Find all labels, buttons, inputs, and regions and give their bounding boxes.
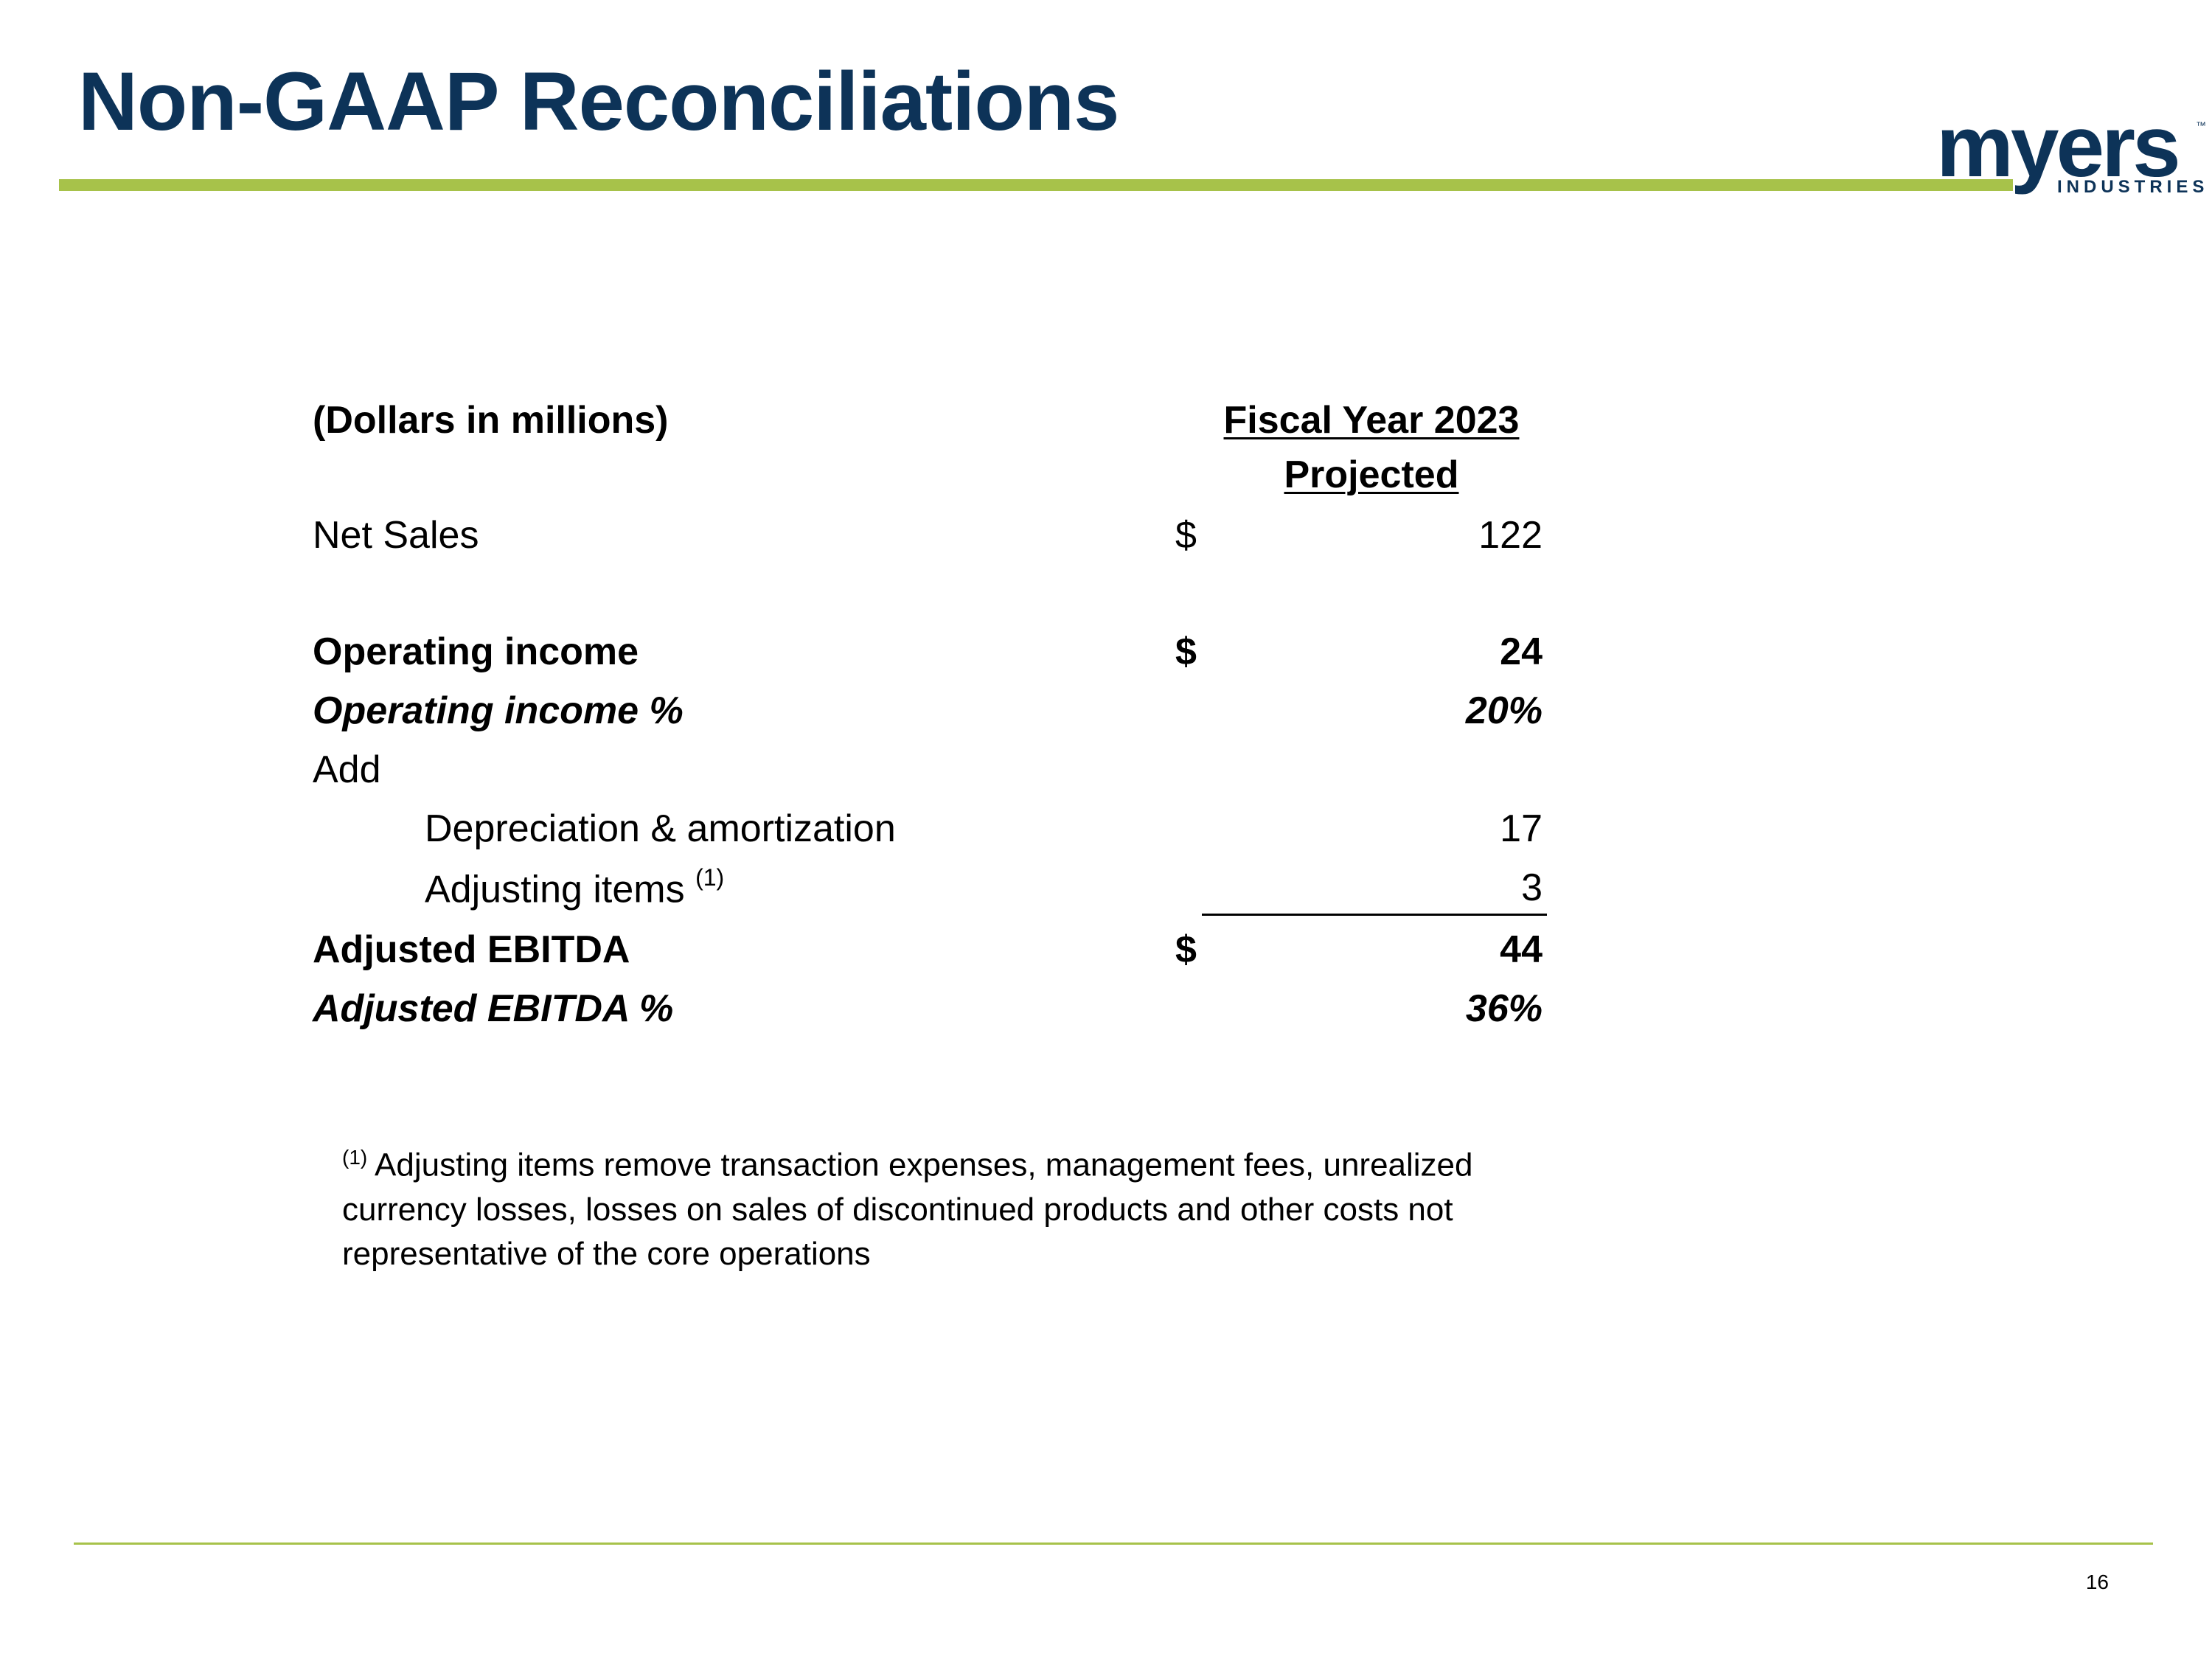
row-currency-operating-income: $: [1175, 630, 1197, 673]
column-header-year: Fiscal Year 2023: [1223, 399, 1520, 442]
logo-wordmark: myers: [1936, 98, 2181, 195]
reconciliation-table: (Dollars in millions) Fiscal Year 2023 P…: [313, 399, 1547, 1030]
row-label-operating-income-pct: Operating income %: [313, 689, 684, 732]
row-label-net-sales: Net Sales: [313, 514, 479, 557]
row-label-depreciation: Depreciation & amortization: [425, 807, 896, 850]
page-title: Non-GAAP Reconciliations: [78, 55, 1119, 147]
adjusting-items-text: Adjusting items: [425, 868, 685, 911]
row-value-adjusting-items: 3: [1521, 866, 1543, 909]
row-value-adjusted-ebitda-pct: 36%: [1465, 987, 1543, 1030]
row-value-adjusted-ebitda: 44: [1500, 928, 1543, 971]
row-label-operating-income: Operating income: [313, 630, 639, 673]
row-label-adjusted-ebitda-pct: Adjusted EBITDA %: [313, 987, 674, 1030]
row-label-adjusting-items: Adjusting items (1): [425, 866, 724, 911]
page-number: 16: [2085, 1571, 2109, 1593]
footnote-mark: (1): [695, 864, 725, 891]
row-value-operating-income: 24: [1500, 630, 1543, 673]
row-value-operating-income-pct: 20%: [1465, 689, 1543, 732]
footnote-text: Adjusting items remove transaction expen…: [342, 1147, 1473, 1272]
footnote-number: (1): [342, 1146, 368, 1169]
units-label: (Dollars in millions): [313, 399, 669, 442]
company-logo: myers ™ INDUSTRIES: [1917, 103, 2212, 199]
row-value-net-sales: 122: [1478, 514, 1543, 557]
logo-trademark: ™: [2196, 119, 2206, 131]
sum-rule: [1202, 914, 1547, 916]
row-value-depreciation: 17: [1500, 807, 1543, 850]
logo-subtitle: INDUSTRIES: [2057, 177, 2209, 197]
footer-rule: [74, 1543, 2153, 1545]
row-currency-adjusted-ebitda: $: [1175, 928, 1197, 971]
title-underline: [59, 179, 2013, 191]
row-label-adjusted-ebitda: Adjusted EBITDA: [313, 928, 630, 971]
column-header-projected: Projected: [1284, 453, 1459, 496]
row-currency-net-sales: $: [1175, 514, 1197, 557]
row-label-add: Add: [313, 748, 381, 791]
footnote: (1) Adjusting items remove transaction e…: [342, 1135, 1581, 1276]
